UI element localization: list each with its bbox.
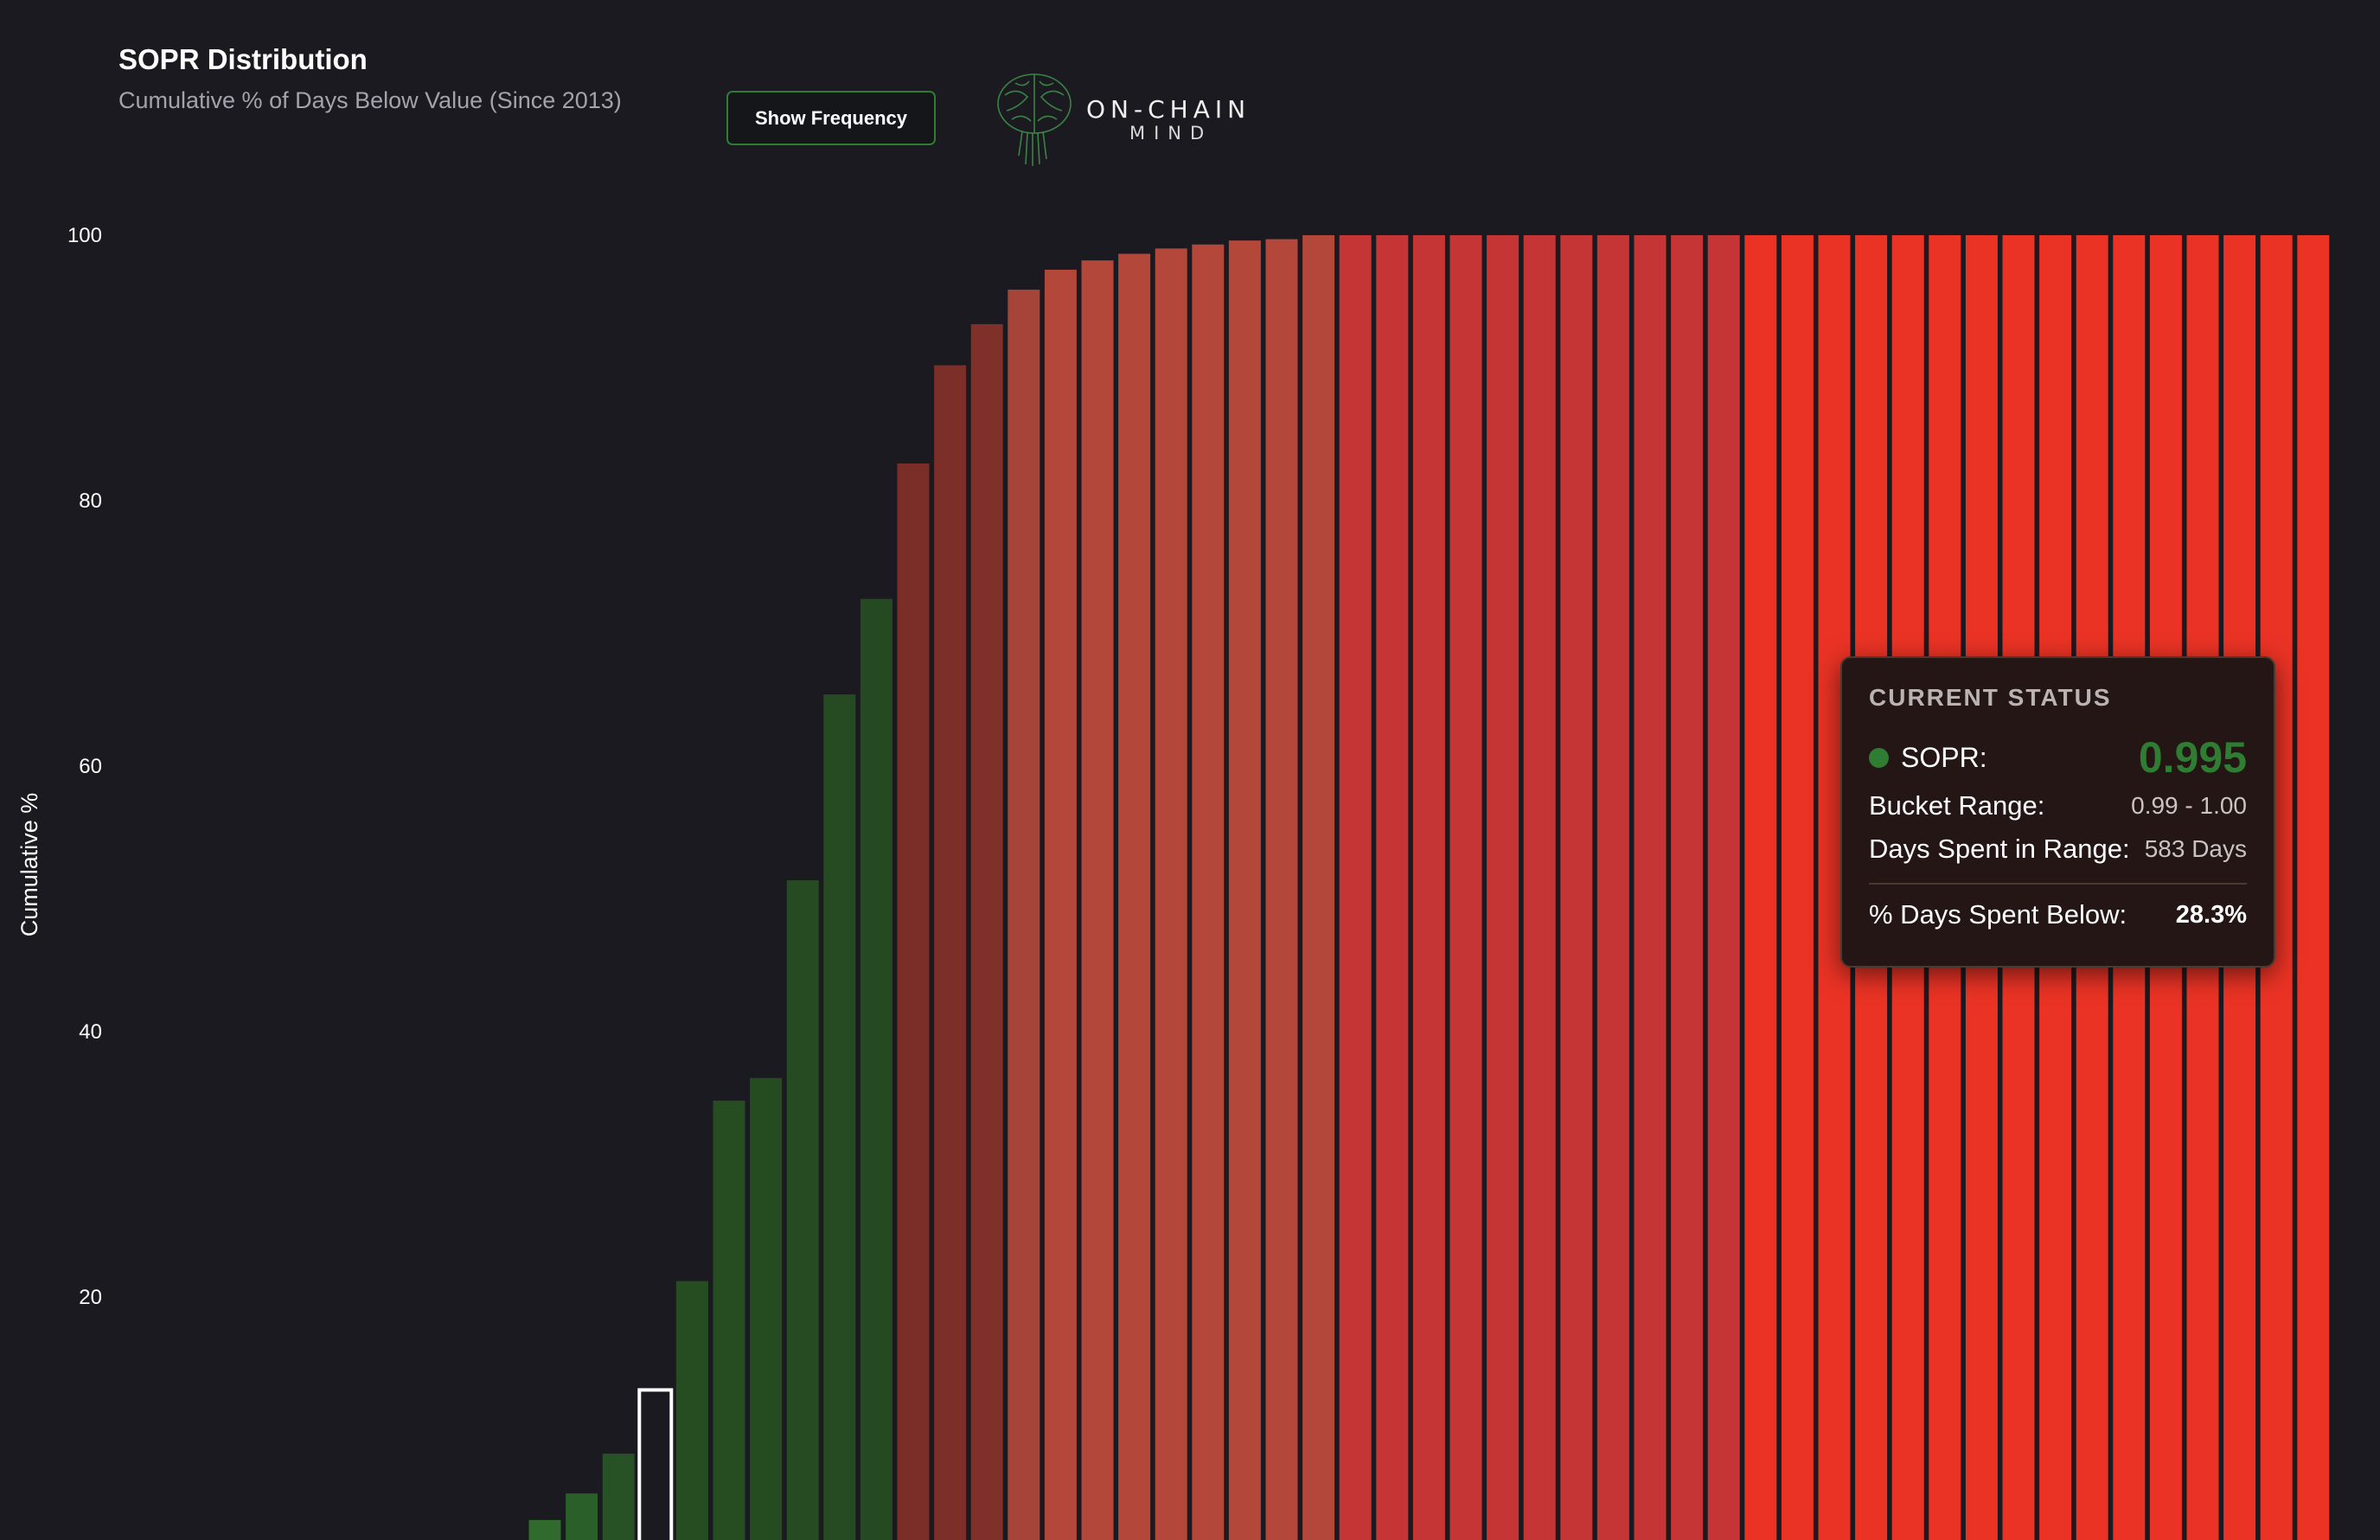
days-in-range-row: Days Spent in Range: 583 Days	[1869, 828, 2247, 871]
days-below-value: 28.3%	[2175, 900, 2247, 929]
status-divider	[1869, 883, 2247, 885]
y-tick-label: 80	[79, 489, 102, 513]
bar[interactable]	[1008, 289, 1040, 1540]
bar[interactable]	[1596, 235, 1629, 1540]
bar[interactable]	[1523, 235, 1556, 1540]
y-tick-label: 20	[79, 1286, 102, 1309]
y-tick-label: 60	[79, 755, 102, 778]
bucket-range-row: Bucket Range: 0.99 - 1.00	[1869, 784, 2247, 828]
y-tick-label: 40	[79, 1020, 102, 1044]
bar[interactable]	[786, 880, 819, 1540]
bar[interactable]	[970, 323, 1003, 1540]
days-in-range-label: Days Spent in Range:	[1869, 834, 2130, 864]
bar[interactable]	[897, 463, 930, 1540]
logo-text-on-chain: ON-CHAIN	[1086, 95, 1251, 124]
bar[interactable]	[1155, 248, 1187, 1540]
bar[interactable]	[1707, 235, 1740, 1540]
bar[interactable]	[713, 1100, 745, 1540]
bar[interactable]	[1671, 235, 1704, 1540]
chart-subtitle: Cumulative % of Days Below Value (Since …	[118, 87, 622, 113]
bucket-range-label: Bucket Range:	[1869, 790, 2045, 821]
bar[interactable]	[1228, 240, 1261, 1540]
status-dot-icon	[1869, 747, 1889, 768]
bar[interactable]	[1781, 235, 1814, 1540]
bar[interactable]	[823, 694, 856, 1540]
bucket-range-value: 0.99 - 1.00	[2131, 792, 2247, 819]
on-chain-mind-logo: ON-CHAIN MIND	[993, 69, 1278, 169]
sopr-row: SOPR: 0.995	[1869, 732, 2247, 783]
y-axis-label: Cumulative %	[16, 793, 42, 937]
show-frequency-button[interactable]: Show Frequency	[726, 91, 936, 145]
y-axis: 20 40 60 80 100	[67, 224, 102, 1309]
days-in-range-value: 583 Days	[2144, 835, 2247, 862]
y-tick-label: 100	[67, 224, 102, 247]
days-below-label: % Days Spent Below:	[1869, 899, 2127, 930]
bar[interactable]	[1044, 269, 1077, 1540]
current-status-card: CURRENT STATUS SOPR: 0.995 Bucket Range:…	[1840, 656, 2275, 968]
bar[interactable]	[750, 1077, 783, 1540]
bar[interactable]	[528, 1519, 561, 1540]
brain-icon	[997, 73, 1072, 166]
bar[interactable]	[1192, 244, 1225, 1540]
bar[interactable]	[1412, 235, 1445, 1540]
bar[interactable]	[1449, 235, 1482, 1540]
bar-current-bucket[interactable]	[637, 1388, 674, 1540]
bar[interactable]	[1376, 235, 1409, 1540]
chart-title: SOPR Distribution	[118, 43, 368, 75]
bar[interactable]	[675, 1281, 708, 1540]
bar[interactable]	[2297, 235, 2330, 1540]
logo-text-mind: MIND	[1129, 123, 1213, 144]
bar[interactable]	[1265, 239, 1298, 1540]
bar[interactable]	[1081, 260, 1114, 1540]
status-title: CURRENT STATUS	[1869, 684, 2112, 711]
sopr-label: SOPR:	[1901, 741, 1987, 773]
days-below-row: % Days Spent Below: 28.3%	[1869, 893, 2247, 936]
bar[interactable]	[1634, 235, 1667, 1540]
bar[interactable]	[1744, 235, 1777, 1540]
bar[interactable]	[1302, 235, 1335, 1540]
bar[interactable]	[566, 1493, 598, 1540]
bar[interactable]	[1560, 235, 1593, 1540]
bar[interactable]	[934, 365, 967, 1540]
bar[interactable]	[602, 1454, 635, 1540]
bar[interactable]	[1487, 235, 1519, 1540]
bar[interactable]	[1339, 235, 1372, 1540]
sopr-value: 0.995	[2138, 733, 2247, 782]
bar[interactable]	[1118, 253, 1151, 1540]
bar[interactable]	[860, 598, 892, 1540]
